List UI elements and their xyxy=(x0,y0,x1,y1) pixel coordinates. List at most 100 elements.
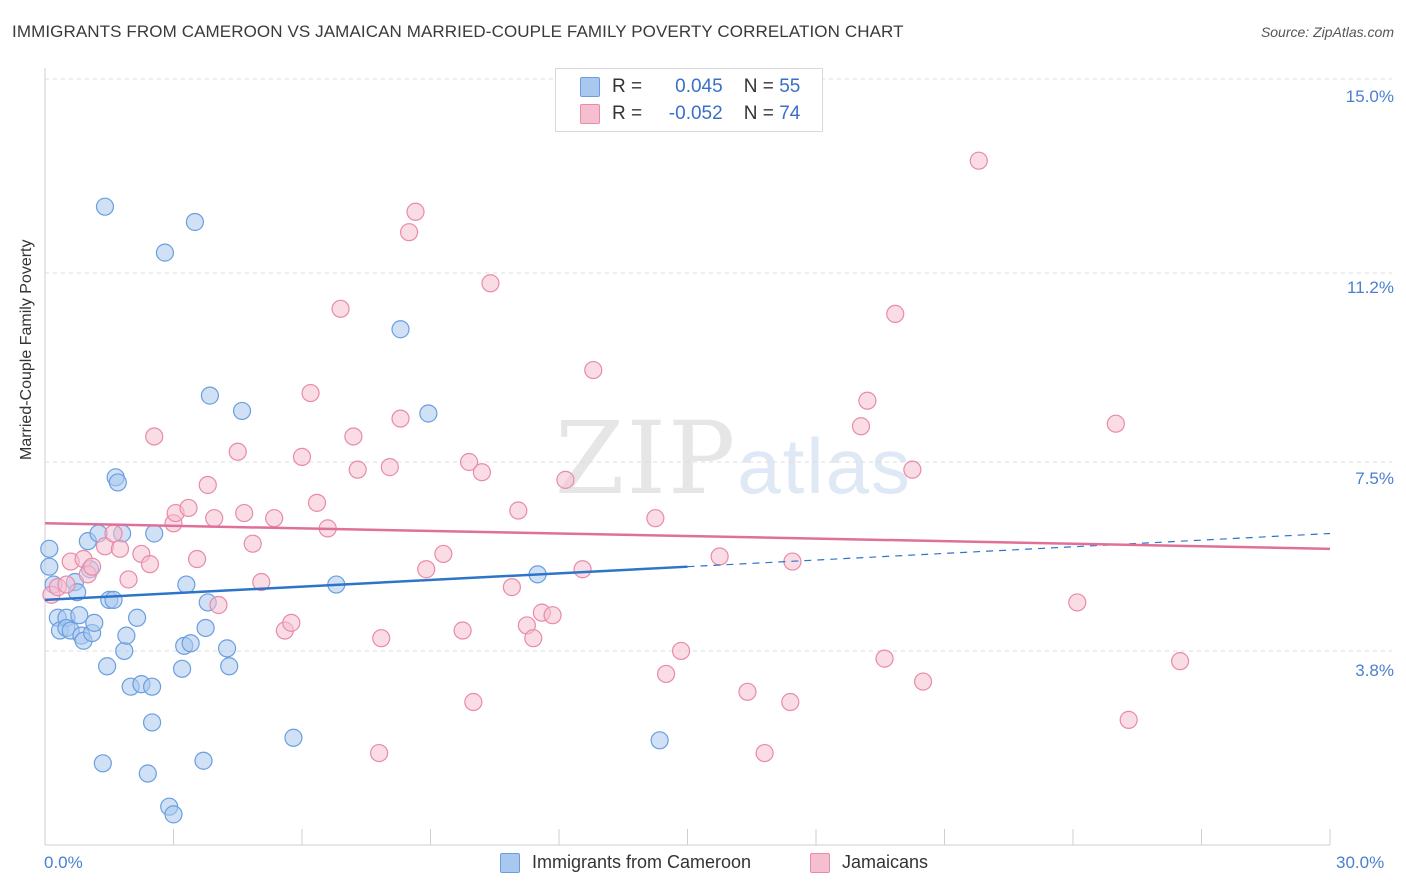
cameroon-point xyxy=(85,613,104,632)
correlation-legend: R = 0.045 N = 55 R = -0.052 N = 74 xyxy=(555,68,823,132)
y-tick-label: 15.0% xyxy=(1345,87,1394,106)
jamaican-point xyxy=(198,475,217,495)
cameroon-point xyxy=(185,212,205,232)
jamaican-point xyxy=(417,560,436,579)
jamaican-point xyxy=(228,442,247,461)
cameroon-trend-line xyxy=(44,565,688,602)
axes xyxy=(44,68,1331,846)
legend-r-value: -0.052 xyxy=(668,103,723,124)
jamaican-point xyxy=(282,613,301,632)
cameroon-point xyxy=(70,606,89,625)
jamaican-point xyxy=(205,509,224,528)
cameroon-point xyxy=(93,754,112,773)
legend-swatch-pink xyxy=(810,852,830,873)
jamaican-point xyxy=(969,151,988,170)
cameroon-point xyxy=(200,386,220,405)
jamaican-point xyxy=(472,463,491,482)
cameroon-point xyxy=(164,805,183,824)
jamaican-point xyxy=(646,509,665,528)
cameroon-point xyxy=(196,618,215,638)
source-label: Source: ZipAtlas.com xyxy=(1260,24,1394,40)
jamaican-point xyxy=(252,572,271,592)
jamaican-point xyxy=(543,606,562,625)
jamaican-point xyxy=(348,460,367,479)
jamaican-point xyxy=(83,557,102,576)
cameroon-point xyxy=(40,539,59,558)
cameroon-point xyxy=(142,677,162,696)
jamaican-point xyxy=(903,460,922,479)
jamaican-point xyxy=(584,360,603,380)
cameroon-point xyxy=(217,639,237,658)
cameroon-point xyxy=(95,197,115,216)
jamaican-point xyxy=(57,575,76,594)
jamaican-point xyxy=(875,649,894,668)
legend-item-cameroon[interactable]: Immigrants from Cameroon xyxy=(500,852,751,873)
watermark: ZIPatlas xyxy=(555,400,912,517)
legend-n-value: 74 xyxy=(779,103,801,124)
jamaican-trend-line xyxy=(44,522,1331,551)
jamaican-point xyxy=(434,544,453,564)
jamaican-point xyxy=(459,452,479,472)
jamaican-point xyxy=(307,493,327,512)
cameroon-point xyxy=(145,524,164,543)
jamaican-point xyxy=(781,692,800,712)
legend-row-jamaicans: R = -0.052 N = 74 xyxy=(580,102,800,126)
legend-item-jamaicans[interactable]: Jamaicans xyxy=(810,852,928,873)
cameroon-point xyxy=(284,728,303,747)
chart-title: IMMIGRANTS FROM CAMEROON VS JAMAICAN MAR… xyxy=(12,22,904,41)
cameroon-point xyxy=(108,473,127,492)
legend-swatch-blue xyxy=(580,77,600,97)
cameroon-point xyxy=(115,641,134,661)
jamaican-point xyxy=(858,391,877,410)
jamaican-point xyxy=(399,223,419,242)
cameroon-point xyxy=(232,401,252,421)
watermark-atlas: atlas xyxy=(737,422,913,510)
jamaican-point xyxy=(110,539,130,558)
cameroon-point xyxy=(117,626,136,645)
cameroon-trend-extension xyxy=(687,532,1331,568)
legend-swatch-pink xyxy=(580,104,600,124)
y-tick-label: 3.8% xyxy=(1355,661,1394,680)
cameroon-point xyxy=(98,657,117,676)
jamaican-point xyxy=(524,629,543,648)
jamaican-point xyxy=(331,299,350,318)
jamaican-point xyxy=(372,629,391,648)
jamaican-point xyxy=(140,555,160,574)
jamaican-point xyxy=(851,417,871,436)
cameroon-point xyxy=(172,659,192,678)
jamaican-point xyxy=(1170,652,1190,671)
legend-n-label: N = xyxy=(743,76,774,97)
jamaican-point xyxy=(179,498,198,518)
trend-lines xyxy=(44,522,1331,602)
jamaican-point xyxy=(292,447,312,466)
cameroon-point xyxy=(220,657,239,676)
legend-r-label: R = xyxy=(612,76,643,97)
cameroon-point xyxy=(155,243,175,262)
jamaican-point xyxy=(370,743,389,763)
cameroon-point xyxy=(181,634,200,653)
jamaican-point xyxy=(119,570,138,589)
legend-label: Immigrants from Cameroon xyxy=(532,852,752,872)
jamaican-point xyxy=(380,458,399,477)
cameroon-point xyxy=(104,590,123,609)
jamaican-point xyxy=(391,409,410,428)
series-legend: Immigrants from Cameroon Jamaicans xyxy=(0,852,1406,878)
legend-r-value: 0.045 xyxy=(675,76,723,97)
jamaican-point xyxy=(406,202,425,221)
jamaican-point xyxy=(145,427,164,446)
jamaican-point xyxy=(1068,593,1087,612)
jamaican-point xyxy=(1106,414,1125,433)
jamaican-point xyxy=(235,503,254,523)
cameroon-point xyxy=(177,575,196,594)
watermark-zip: ZIP xyxy=(555,400,738,517)
jamaican-point xyxy=(243,534,262,553)
jamaican-point xyxy=(1119,710,1138,729)
cameroon-point xyxy=(650,731,669,750)
cameroon-point xyxy=(419,404,438,423)
legend-n-label: N = xyxy=(743,103,774,124)
cameroon-point xyxy=(194,751,213,770)
legend-row-cameroon: R = 0.045 N = 55 xyxy=(580,75,800,99)
jamaican-point xyxy=(301,383,320,403)
cameroon-point xyxy=(138,764,157,783)
jamaican-point xyxy=(453,621,472,640)
